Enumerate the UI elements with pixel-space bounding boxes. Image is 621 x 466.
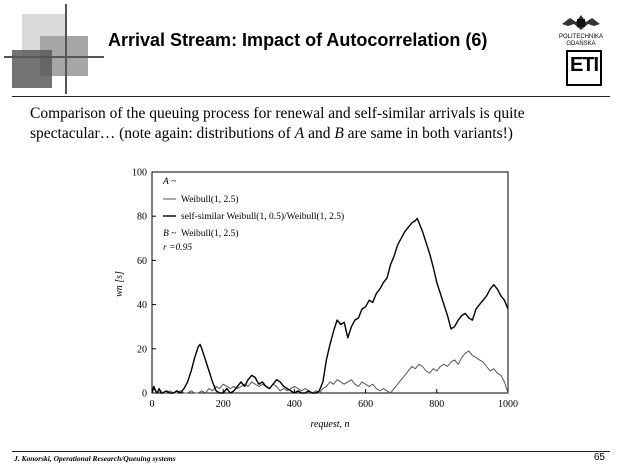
intro-line-2-start: spectacular… (note again: distributions … xyxy=(30,125,295,142)
eti-logo-box: ETI xyxy=(566,50,602,86)
axis-ticks: 0 200 400 600 800 1000 0 20 40 60 80 100 xyxy=(132,168,518,411)
series-line-renewal xyxy=(151,350,509,394)
intro-var-a: A xyxy=(294,125,305,142)
footer-author: J. Konorski, Operational Research/Queuin… xyxy=(14,454,176,463)
intro-line-1: Comparison of the queuing process for re… xyxy=(30,105,525,122)
y-axis-label: wn [s] xyxy=(114,271,125,297)
series-layer xyxy=(151,217,509,394)
y-tick-label: 20 xyxy=(137,344,147,355)
y-tick-label: 80 xyxy=(137,212,147,223)
series-line-self-similar xyxy=(151,217,509,394)
eagle-crest-icon xyxy=(562,15,600,30)
legend-entry-renewal: Weibull(1, 2.5) xyxy=(181,194,239,205)
footer-divider xyxy=(12,451,610,452)
x-tick-label: 600 xyxy=(358,399,373,410)
legend-entry-self-similar: self-similar Weibull(1, 0.5)/Weibull(1, … xyxy=(181,211,344,222)
intro-var-b: B xyxy=(334,125,344,142)
intro-and: and xyxy=(304,125,335,142)
legend: A ~ Weibull(1, 2.5) self-similar Weibull… xyxy=(162,177,344,253)
intro-line-2: spectacular… (note again: distributions … xyxy=(30,124,600,144)
eti-logo-letters: ETI xyxy=(569,54,599,76)
slide-title: Arrival Stream: Impact of Autocorrelatio… xyxy=(108,30,488,50)
x-axis-label: request, n xyxy=(310,419,349,430)
x-tick-label: 800 xyxy=(429,399,444,410)
legend-correlation: r =0.95 xyxy=(163,243,192,253)
legend-service-label: B ~ xyxy=(163,229,176,239)
header-divider xyxy=(12,96,610,97)
legend-heading: A ~ xyxy=(162,177,176,187)
y-tick-label: 40 xyxy=(137,300,147,311)
x-tick-label: 400 xyxy=(287,399,302,410)
x-tick-label: 1000 xyxy=(498,399,518,410)
intro-text: Comparison of the queuing process for re… xyxy=(30,104,600,144)
university-logo: POLITECHNIKA GDAŃSKA ETI xyxy=(556,12,606,90)
header-decoration xyxy=(0,0,105,95)
plot-frame xyxy=(151,171,509,394)
intro-line-2-end: are same in both variants!) xyxy=(343,125,513,142)
logo-line-1: POLITECHNIKA xyxy=(558,34,603,40)
logo-line-2: GDAŃSKA xyxy=(566,41,596,47)
legend-service-value: Weibull(1, 2.5) xyxy=(181,228,239,239)
y-tick-label: 100 xyxy=(132,168,147,179)
deco-vertical-line xyxy=(65,4,67,94)
x-tick-label: 0 xyxy=(150,399,155,410)
y-tick-label: 0 xyxy=(142,389,147,400)
y-tick-label: 60 xyxy=(137,256,147,267)
page-number: 65 xyxy=(593,452,605,463)
x-tick-label: 200 xyxy=(216,399,231,410)
deco-horizontal-line xyxy=(4,56,104,58)
